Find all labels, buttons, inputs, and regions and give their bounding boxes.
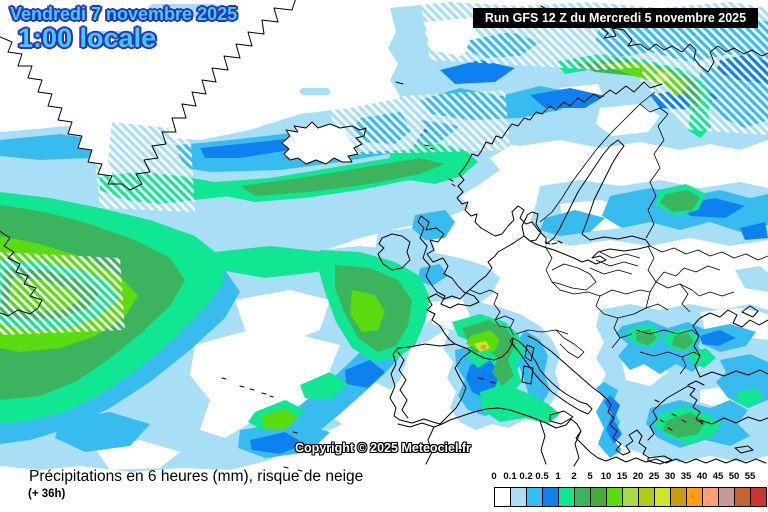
- forecast-step-label: (+ 36h): [28, 488, 66, 500]
- country-borders: [469, 91, 768, 375]
- copyright-label: Copyright © 2025 Meteociel.fr: [295, 441, 471, 455]
- valid-date-label: Vendredi 7 novembre 2025 1:00 locale: [10, 4, 238, 53]
- model-run-label: Run GFS 12 Z du Mercredi 5 novembre 2025: [473, 8, 758, 28]
- map-caption: Précipitations en 6 heures (mm), risque …: [29, 468, 364, 485]
- coastlines: [0, 0, 768, 472]
- valid-date-line1: Vendredi 7 novembre 2025: [10, 4, 238, 24]
- valid-time-line2: 1:00 locale: [18, 22, 157, 53]
